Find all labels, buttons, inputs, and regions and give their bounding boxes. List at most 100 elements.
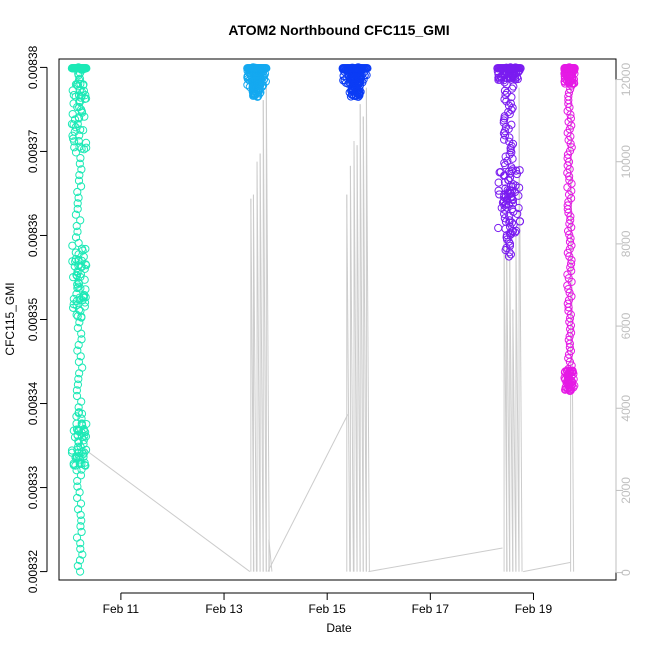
data-point (566, 386, 575, 395)
data-point (564, 88, 574, 97)
data-point (78, 246, 87, 255)
data-point (504, 124, 513, 134)
data-point (501, 152, 510, 161)
data-point (73, 561, 82, 571)
data-point (342, 73, 351, 82)
data-point (73, 204, 82, 214)
data-point (72, 533, 82, 542)
data-point (72, 386, 81, 395)
y2-tick-label: 12000 (619, 63, 633, 97)
altitude-spike (252, 194, 257, 572)
data-point (76, 471, 86, 480)
data-point (81, 94, 91, 103)
data-point (560, 373, 569, 382)
data-point (515, 183, 524, 192)
data-point (74, 176, 84, 185)
data-point (363, 64, 372, 73)
y2-tick-label: 4000 (619, 395, 633, 422)
y2-tick-label: 10000 (619, 145, 633, 179)
data-point (73, 430, 82, 440)
data-point (505, 186, 514, 195)
data-point (505, 239, 515, 248)
data-point (80, 458, 89, 467)
data-point (75, 159, 84, 168)
data-point (72, 80, 82, 89)
altitude-spike (356, 145, 361, 572)
data-point (505, 248, 514, 257)
data-point (560, 77, 569, 86)
altitude-spike (512, 309, 517, 572)
data-point (354, 78, 363, 87)
data-point (77, 397, 86, 406)
data-point (75, 459, 84, 468)
series-flight-1 (67, 63, 91, 576)
data-point (350, 80, 359, 89)
data-point (71, 210, 81, 219)
data-point (74, 403, 83, 412)
data-point (502, 196, 511, 205)
data-point (507, 141, 516, 151)
data-point (499, 135, 509, 144)
data-point (565, 288, 574, 297)
data-point (504, 252, 514, 261)
data-point (79, 252, 88, 261)
data-point (80, 112, 89, 121)
altitude-spike (346, 194, 351, 572)
series-flight-4 (493, 63, 525, 261)
data-point (72, 466, 81, 475)
data-point (77, 313, 86, 322)
data-point (82, 143, 91, 152)
data-point (507, 229, 516, 238)
data-point (566, 114, 576, 123)
data-point (356, 73, 365, 82)
data-point (563, 154, 572, 163)
x-tick-label: Feb 13 (205, 602, 243, 616)
data-point (73, 493, 82, 503)
data-point (71, 92, 80, 101)
data-point (72, 425, 82, 434)
axes: Feb 11 Feb 13 Feb 15 Feb 17 Feb 19 0.00832 0.0… (26, 45, 633, 615)
x-tick-label: Feb 19 (515, 602, 553, 616)
x-axis-label: Date (326, 621, 352, 635)
data-point (73, 482, 82, 491)
y-tick-label: 0.00838 (26, 45, 40, 89)
altitude-spike (515, 235, 520, 572)
data-point (77, 516, 86, 525)
data-point (70, 433, 80, 442)
data-point (513, 209, 522, 219)
altitude-segment (523, 561, 571, 573)
data-point (563, 201, 572, 210)
altitude-segment (84, 448, 251, 572)
data-point (505, 133, 514, 142)
data-point (512, 226, 521, 235)
data-point (69, 134, 78, 143)
data-point (506, 250, 515, 259)
data-point (75, 556, 85, 565)
data-point (564, 274, 573, 283)
data-point (69, 273, 78, 282)
data-point (507, 105, 516, 114)
data-point (570, 64, 579, 73)
data-point (351, 78, 360, 87)
data-point (76, 567, 85, 576)
data-point (81, 432, 91, 441)
data-point (73, 323, 82, 333)
data-point (567, 143, 576, 152)
data-point (509, 82, 518, 91)
data-point (76, 499, 86, 508)
data-point (78, 421, 87, 430)
data-point (506, 99, 515, 108)
data-point (563, 370, 572, 380)
data-point (508, 139, 518, 148)
data-point (501, 90, 510, 100)
data-point (511, 166, 521, 175)
data-point (74, 453, 83, 462)
data-point (76, 216, 85, 225)
data-point (516, 64, 525, 73)
data-point (564, 335, 573, 345)
data-point (500, 214, 509, 223)
data-point (78, 550, 87, 559)
y-tick-label: 0.00832 (26, 550, 40, 594)
data-point (79, 81, 88, 90)
